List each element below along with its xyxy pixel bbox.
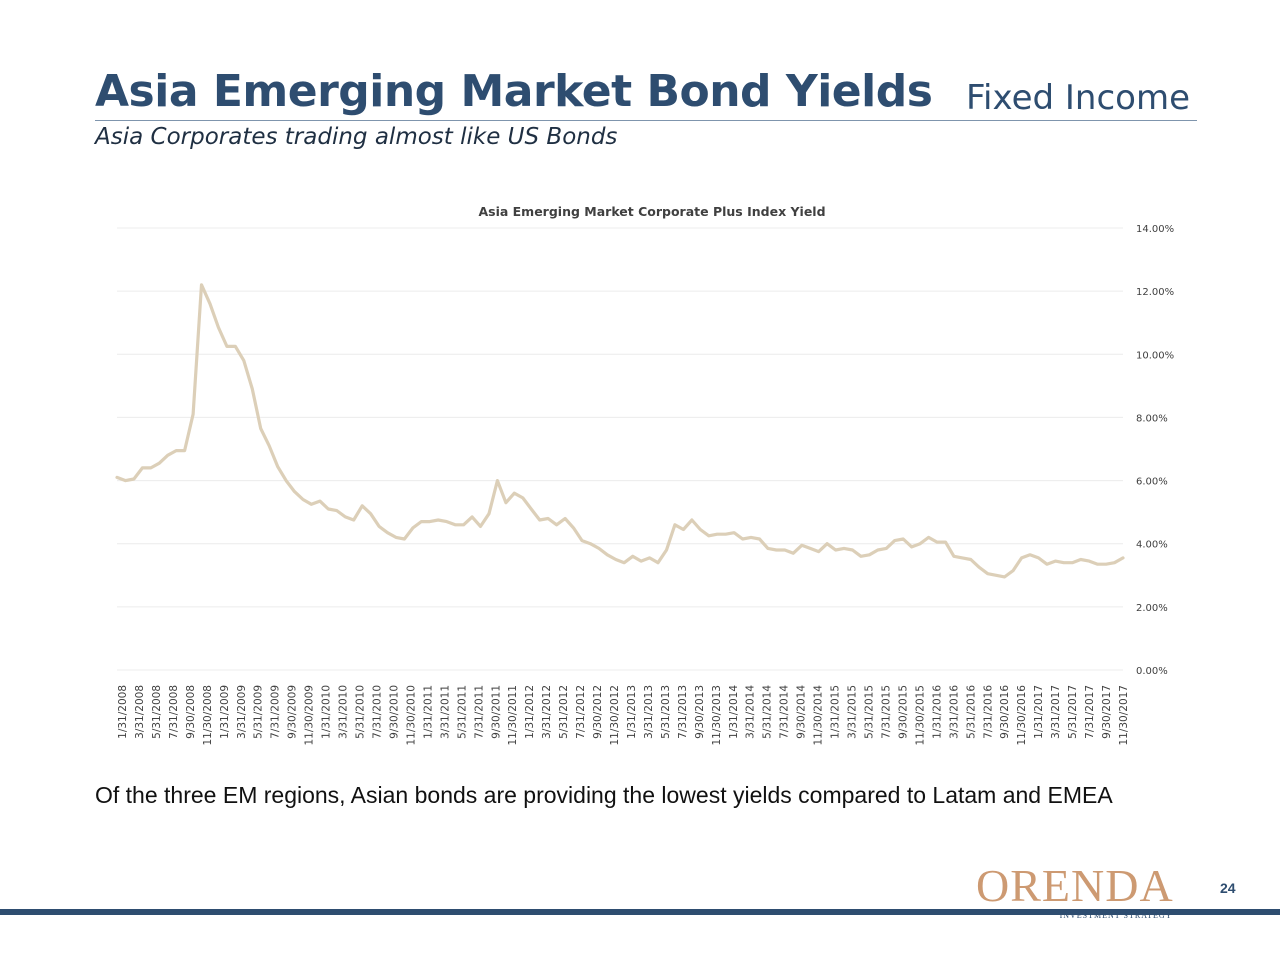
- x-tick-label: 9/30/2016: [999, 685, 1011, 739]
- page-number: 24: [1220, 880, 1236, 896]
- y-tick-label: 6.00%: [1136, 477, 1168, 488]
- x-tick-label: 3/31/2008: [134, 685, 146, 739]
- x-tick-label: 3/31/2012: [541, 685, 553, 739]
- x-tick-label: 9/30/2009: [287, 685, 299, 739]
- x-tick-label: 11/30/2010: [405, 685, 417, 746]
- x-tick-label: 1/31/2017: [1033, 685, 1045, 739]
- x-tick-label: 9/30/2017: [1101, 685, 1113, 739]
- x-tick-label: 5/31/2008: [151, 685, 163, 739]
- x-tick-label: 7/31/2013: [677, 685, 689, 739]
- x-tick-label: 9/30/2012: [592, 685, 604, 739]
- x-tick-label: 7/31/2009: [270, 685, 282, 739]
- x-tick-label: 1/31/2011: [422, 685, 434, 739]
- section-label: Fixed Income: [965, 78, 1190, 118]
- y-axis-labels: 0.00% 2.00% 4.00% 6.00% 8.00% 10.00% 12.00% 14.…: [1136, 224, 1174, 677]
- x-tick-label: 5/31/2011: [456, 685, 468, 739]
- x-tick-label: 7/31/2016: [982, 685, 994, 739]
- x-tick-label: 3/31/2010: [338, 685, 350, 739]
- x-tick-label: 9/30/2011: [490, 685, 502, 739]
- y-tick-label: 0.00%: [1136, 666, 1168, 677]
- x-tick-label: 11/30/2011: [507, 685, 519, 746]
- x-tick-label: 7/31/2011: [473, 685, 485, 739]
- x-tick-label: 11/30/2014: [813, 685, 825, 746]
- y-tick-label: 2.00%: [1136, 603, 1168, 614]
- series-layer: [115, 283, 1125, 579]
- x-tick-label: 11/30/2015: [914, 685, 926, 746]
- chart-svg: 0.00% 2.00% 4.00% 6.00% 8.00% 10.00% 12.00% 14.…: [115, 204, 1174, 746]
- chart-title: Asia Emerging Market Corporate Plus Inde…: [478, 204, 825, 219]
- x-tick-label: 3/31/2016: [948, 685, 960, 739]
- x-tick-label: 1/31/2012: [524, 685, 536, 739]
- x-tick-label: 3/31/2014: [745, 685, 757, 739]
- x-tick-label: 7/31/2015: [880, 685, 892, 739]
- x-tick-label: 5/31/2015: [864, 685, 876, 739]
- x-tick-label: 9/30/2013: [694, 685, 706, 739]
- x-tick-label: 7/31/2017: [1084, 685, 1096, 739]
- x-tick-label: 3/31/2009: [236, 685, 248, 739]
- title-divider: [95, 120, 1197, 121]
- x-tick-label: 3/31/2017: [1050, 685, 1062, 739]
- page-subtitle: Asia Corporates trading almost like US B…: [95, 124, 618, 150]
- orenda-logo: ORENDA: [976, 860, 1174, 911]
- gridlines: [117, 227, 1123, 671]
- x-tick-label: 1/31/2016: [931, 685, 943, 739]
- x-tick-label: 11/30/2008: [202, 685, 214, 746]
- yield-chart: 0.00% 2.00% 4.00% 6.00% 8.00% 10.00% 12.00% 14.…: [0, 190, 1280, 760]
- x-tick-label: 5/31/2014: [762, 685, 774, 739]
- x-tick-label: 7/31/2014: [779, 685, 791, 739]
- x-tick-label: 5/31/2009: [253, 685, 265, 739]
- x-tick-label: 3/31/2015: [847, 685, 859, 739]
- x-axis-labels: 1/31/2008 3/31/2008 5/31/2008 7/31/2008 9/30…: [117, 685, 1130, 746]
- x-tick-label: 1/31/2010: [321, 685, 333, 739]
- footer-bar: [0, 909, 1280, 915]
- x-tick-label: 3/31/2011: [439, 685, 451, 739]
- x-tick-label: 5/31/2012: [558, 685, 570, 739]
- page-title: Asia Emerging Market Bond Yields: [95, 66, 933, 117]
- x-tick-label: 11/30/2013: [711, 685, 723, 746]
- x-tick-label: 9/30/2014: [796, 685, 808, 739]
- y-tick-label: 4.00%: [1136, 540, 1168, 551]
- x-tick-label: 1/31/2013: [626, 685, 638, 739]
- x-tick-label: 9/30/2008: [185, 685, 197, 739]
- x-tick-label: 11/30/2009: [304, 685, 316, 746]
- x-tick-label: 1/31/2015: [830, 685, 842, 739]
- x-tick-label: 1/31/2014: [728, 685, 740, 739]
- x-tick-label: 7/31/2012: [575, 685, 587, 739]
- x-tick-label: 5/31/2016: [965, 685, 977, 739]
- x-tick-label: 5/31/2010: [355, 685, 367, 739]
- series-line: [115, 283, 1125, 579]
- x-tick-label: 11/30/2017: [1118, 685, 1130, 746]
- x-tick-label: 3/31/2013: [643, 685, 655, 739]
- x-tick-label: 11/30/2016: [1016, 685, 1028, 746]
- y-tick-label: 8.00%: [1136, 413, 1168, 424]
- x-tick-label: 11/30/2012: [609, 685, 621, 746]
- x-tick-label: 1/31/2008: [117, 685, 129, 739]
- x-tick-label: 1/31/2009: [219, 685, 231, 739]
- x-tick-label: 7/31/2010: [371, 685, 383, 739]
- body-text: Of the three EM regions, Asian bonds are…: [95, 782, 1113, 808]
- x-tick-label: 9/30/2010: [388, 685, 400, 739]
- y-tick-label: 12.00%: [1136, 287, 1174, 298]
- y-tick-label: 14.00%: [1136, 224, 1174, 235]
- x-tick-label: 5/31/2017: [1067, 685, 1079, 739]
- y-tick-label: 10.00%: [1136, 350, 1174, 361]
- x-tick-label: 9/30/2015: [897, 685, 909, 739]
- x-tick-label: 5/31/2013: [660, 685, 672, 739]
- x-tick-label: 7/31/2008: [168, 685, 180, 739]
